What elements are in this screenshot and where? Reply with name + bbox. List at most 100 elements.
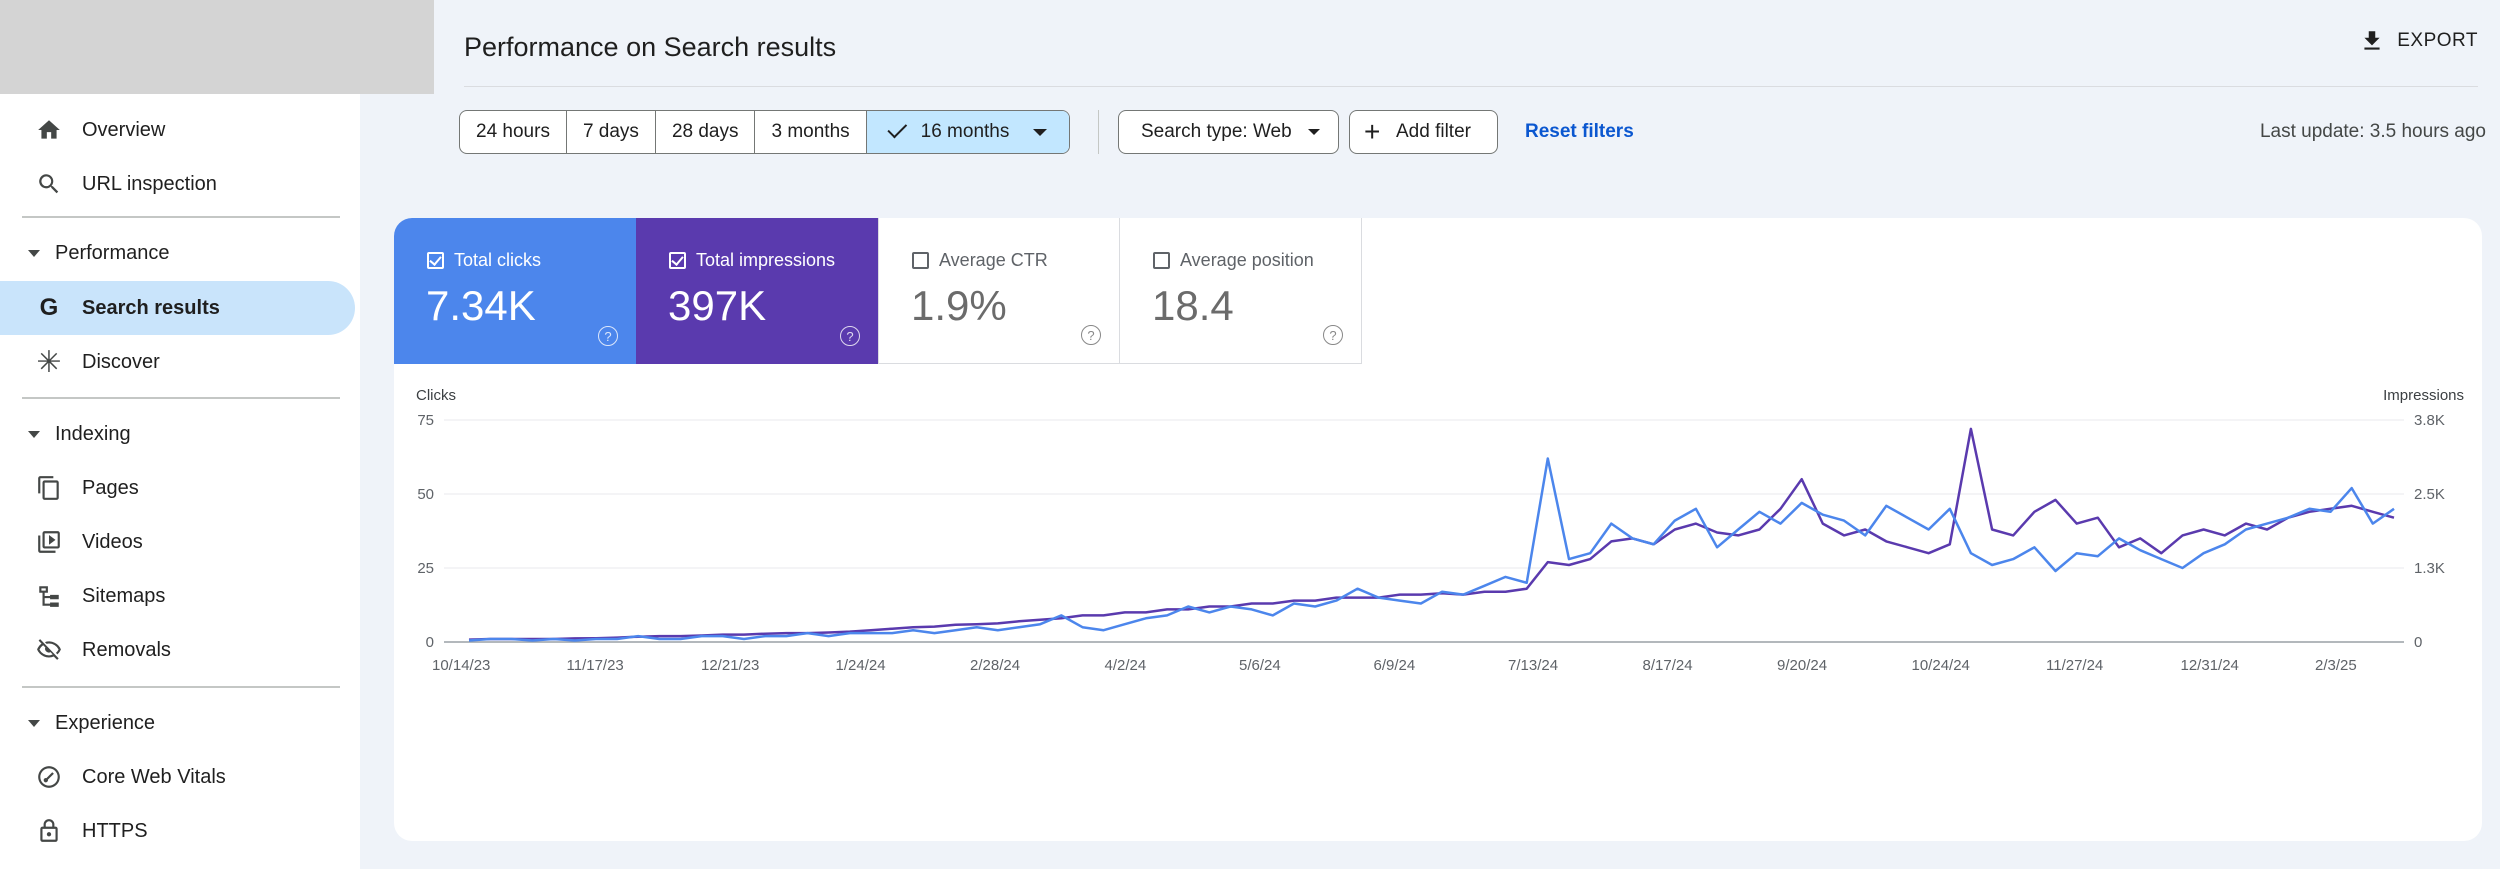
help-icon[interactable]: ? xyxy=(598,326,618,346)
search-type-label: Search type: Web xyxy=(1141,121,1292,142)
search-type-filter[interactable]: Search type: Web xyxy=(1118,110,1339,154)
performance-card: Total clicks 7.34K ? Total impressions 3… xyxy=(394,218,2482,841)
sidebar-item-https[interactable]: HTTPS xyxy=(0,804,355,858)
left-tick-label: 75 xyxy=(417,412,434,429)
asterisk-icon: ✳ xyxy=(36,345,62,379)
sidebar-item-label: Videos xyxy=(82,530,143,553)
metric-label: Average position xyxy=(1180,250,1314,270)
dropdown-arrow-icon xyxy=(1308,129,1320,135)
sidebar-item-label: URL inspection xyxy=(82,172,217,195)
section-experience[interactable]: Experience xyxy=(0,701,355,745)
metric-average-position[interactable]: Average position 18.4 ? xyxy=(1120,218,1362,364)
performance-chart: Clicks Impressions 75 50 25 0 3.8K 2.5K 1.3K 0… xyxy=(416,387,2464,674)
sitemap-icon xyxy=(34,581,64,611)
metric-label: Total impressions xyxy=(696,250,836,270)
gauge-icon xyxy=(34,762,64,792)
x-tick-label: 11/27/24 xyxy=(2046,657,2103,674)
metric-average-ctr[interactable]: Average CTR 1.9% ? xyxy=(878,218,1120,364)
last-update-text: Last update: 3.5 hours ago xyxy=(2259,121,2486,142)
left-axis-ticks: 75 50 25 0 xyxy=(417,412,434,651)
right-tick-label: 1.3K xyxy=(2414,560,2445,577)
x-tick-label: 5/6/24 xyxy=(1239,657,1281,674)
x-tick-label: 2/3/25 xyxy=(2315,657,2357,674)
section-label: Performance xyxy=(55,241,170,264)
sidebar-item-overview[interactable]: Overview xyxy=(0,103,355,157)
right-axis-title: Impressions xyxy=(2383,387,2464,404)
left-tick-label: 50 xyxy=(417,486,434,503)
add-filter-label: Add filter xyxy=(1396,121,1471,142)
right-tick-label: 3.8K xyxy=(2414,412,2445,429)
sidebar-divider xyxy=(22,686,340,688)
sidebar-item-label: Sitemaps xyxy=(82,584,166,607)
download-icon xyxy=(2364,31,2380,50)
x-tick-label: 12/21/23 xyxy=(701,657,759,674)
search-icon xyxy=(34,169,64,199)
help-icon[interactable]: ? xyxy=(840,326,860,346)
checkbox-icon[interactable] xyxy=(669,252,686,269)
series-line-clicks xyxy=(468,457,2395,642)
x-tick-label: 10/14/23 xyxy=(432,657,490,674)
metric-value: 1.9% xyxy=(911,282,1007,329)
help-icon[interactable]: ? xyxy=(1323,325,1343,345)
checkbox-icon[interactable] xyxy=(912,252,929,269)
sidebar-item-pages[interactable]: Pages xyxy=(0,461,355,515)
lock-icon xyxy=(34,816,64,846)
chart-series xyxy=(468,427,2395,642)
sidebar-item-videos[interactable]: Videos xyxy=(0,515,355,569)
x-tick-label: 11/17/23 xyxy=(567,657,624,674)
x-tick-label: 8/17/24 xyxy=(1643,657,1693,674)
metric-total-impressions[interactable]: Total impressions 397K ? xyxy=(636,218,878,364)
x-tick-label: 12/31/24 xyxy=(2181,657,2239,674)
caret-down-icon xyxy=(28,719,40,727)
sidebar-item-sitemaps[interactable]: Sitemaps xyxy=(0,569,355,623)
left-tick-label: 25 xyxy=(417,560,434,577)
x-axis-ticks: 10/14/23 11/17/23 12/21/23 1/24/24 2/28/24 4/… xyxy=(432,657,2357,674)
date-range-24-hours[interactable]: 24 hours xyxy=(460,111,567,153)
toolbar-separator xyxy=(1098,110,1099,154)
metric-value: 7.34K xyxy=(426,282,536,329)
metric-value: 18.4 xyxy=(1152,282,1234,329)
x-tick-label: 6/9/24 xyxy=(1374,657,1416,674)
section-label: Indexing xyxy=(55,422,131,445)
date-range-3-months[interactable]: 3 months xyxy=(755,111,867,153)
date-range-28-days[interactable]: 28 days xyxy=(656,111,756,153)
section-performance[interactable]: Performance xyxy=(0,231,355,275)
help-icon[interactable]: ? xyxy=(1081,325,1101,345)
add-filter-button[interactable]: + Add filter xyxy=(1349,110,1498,154)
caret-down-icon xyxy=(28,249,40,257)
sidebar-item-discover[interactable]: ✳ Discover xyxy=(0,335,355,389)
section-indexing[interactable]: Indexing xyxy=(0,412,355,456)
sidebar-item-label: HTTPS xyxy=(82,819,148,842)
export-button[interactable]: EXPORT xyxy=(2359,28,2478,54)
sidebar-item-search-results[interactable]: G Search results xyxy=(0,281,355,335)
right-axis-ticks: 3.8K 2.5K 1.3K 0 xyxy=(2414,412,2445,651)
pages-icon xyxy=(34,473,64,503)
date-range-7-days[interactable]: 7 days xyxy=(567,111,656,153)
date-range-label: 16 months xyxy=(920,121,1010,142)
sidebar-item-removals[interactable]: Removals xyxy=(0,623,355,677)
sidebar-item-label: Pages xyxy=(82,476,139,499)
sidebar-item-core-web-vitals[interactable]: Core Web Vitals xyxy=(0,750,355,804)
reset-filters-link[interactable]: Reset filters xyxy=(1525,121,1634,142)
x-tick-label: 2/28/24 xyxy=(970,657,1020,674)
x-tick-label: 4/2/24 xyxy=(1105,657,1147,674)
date-range-selector: 24 hours 7 days 28 days 3 months 16 mont… xyxy=(459,110,1071,154)
x-tick-label: 1/24/24 xyxy=(836,657,886,674)
sidebar: Overview URL inspection Performance G Se… xyxy=(0,94,360,869)
checkbox-icon[interactable] xyxy=(427,252,444,269)
metric-value: 397K xyxy=(668,282,767,329)
series-line-impressions xyxy=(468,427,2395,641)
plus-icon: + xyxy=(1364,116,1381,147)
checkbox-icon[interactable] xyxy=(1153,252,1170,269)
date-range-16-months[interactable]: 16 months xyxy=(866,111,1070,153)
caret-down-icon xyxy=(28,430,40,438)
x-tick-label: 7/13/24 xyxy=(1508,657,1558,674)
section-label: Experience xyxy=(55,711,156,734)
metric-label: Total clicks xyxy=(454,250,542,270)
left-axis-title: Clicks xyxy=(416,387,456,404)
metric-total-clicks[interactable]: Total clicks 7.34K ? xyxy=(394,218,636,364)
sidebar-item-label: Removals xyxy=(82,638,171,661)
sidebar-item-url-inspection[interactable]: URL inspection xyxy=(0,157,355,211)
sidebar-item-label: Overview xyxy=(82,118,166,141)
sidebar-divider xyxy=(22,216,340,218)
